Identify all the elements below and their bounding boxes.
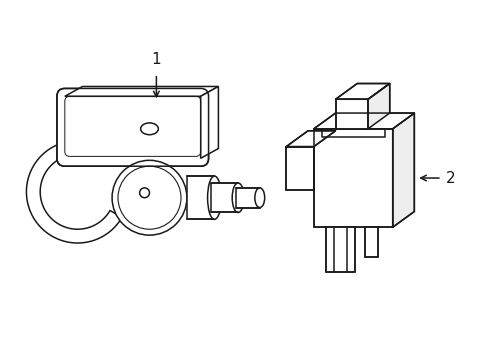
Polygon shape — [286, 131, 335, 147]
Polygon shape — [65, 86, 218, 96]
Polygon shape — [325, 227, 355, 271]
Ellipse shape — [112, 160, 186, 235]
Ellipse shape — [141, 123, 158, 135]
Polygon shape — [313, 129, 392, 227]
Ellipse shape — [254, 188, 264, 208]
Polygon shape — [392, 113, 413, 227]
Ellipse shape — [232, 183, 244, 212]
Polygon shape — [365, 227, 377, 257]
Text: 2: 2 — [445, 171, 454, 185]
Polygon shape — [26, 141, 122, 243]
Polygon shape — [286, 147, 313, 190]
Polygon shape — [186, 176, 214, 219]
Polygon shape — [335, 84, 389, 99]
Polygon shape — [236, 188, 259, 208]
Polygon shape — [200, 86, 218, 158]
Text: 1: 1 — [151, 52, 161, 67]
FancyBboxPatch shape — [57, 89, 208, 166]
Polygon shape — [210, 183, 238, 212]
Ellipse shape — [140, 188, 149, 198]
Polygon shape — [367, 84, 389, 129]
Polygon shape — [335, 99, 367, 129]
Ellipse shape — [118, 166, 181, 229]
Polygon shape — [313, 113, 413, 129]
Ellipse shape — [207, 176, 221, 219]
